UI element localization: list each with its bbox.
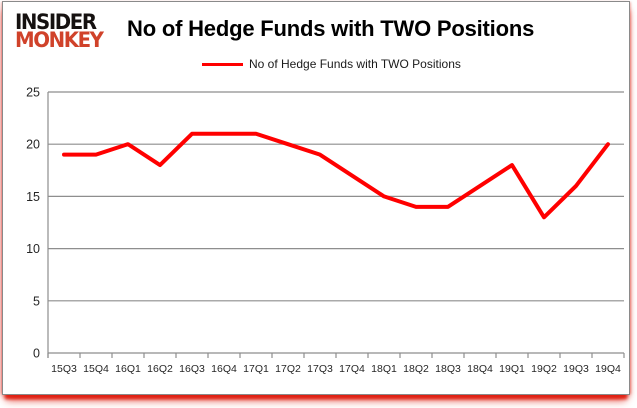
x-axis-tick-label: 19Q3 bbox=[563, 363, 589, 375]
x-axis-tick-label: 18Q2 bbox=[403, 363, 429, 375]
logo-monkey-text: MONKEY bbox=[15, 28, 104, 52]
legend: No of Hedge Funds with TWO Positions bbox=[202, 57, 461, 71]
y-axis-tick-label: 25 bbox=[26, 86, 40, 100]
x-axis-tick-label: 19Q1 bbox=[499, 363, 525, 375]
y-axis-tick-label: 10 bbox=[26, 242, 40, 256]
x-axis-tick-label: 15Q4 bbox=[83, 363, 109, 375]
x-axis-tick-label: 16Q1 bbox=[115, 363, 141, 375]
x-axis-tick-label: 19Q2 bbox=[531, 363, 557, 375]
x-axis-tick-label: 17Q4 bbox=[339, 363, 365, 375]
x-axis-tick-label: 18Q4 bbox=[467, 363, 493, 375]
x-axis-tick-label: 16Q3 bbox=[179, 363, 205, 375]
y-axis-tick-label: 5 bbox=[33, 294, 40, 308]
legend-line-swatch bbox=[202, 62, 243, 66]
logo-insider-text: INSIDER bbox=[15, 10, 97, 34]
x-axis-tick-label: 16Q4 bbox=[211, 363, 237, 375]
y-axis-tick-label: 15 bbox=[26, 190, 40, 204]
x-axis-tick-label: 18Q3 bbox=[435, 363, 461, 375]
y-axis-tick-label: 20 bbox=[26, 138, 40, 152]
series-line bbox=[62, 131, 610, 220]
x-axis-tick-label: 15Q3 bbox=[51, 363, 77, 375]
x-axis-tick-label: 17Q2 bbox=[275, 363, 301, 375]
y-axis-tick-label: 0 bbox=[33, 347, 40, 361]
x-axis-tick-label: 17Q1 bbox=[243, 363, 269, 375]
x-axis-tick-label: 18Q1 bbox=[371, 363, 397, 375]
chart-frame: INSIDER MONKEY No of Hedge Funds with TW… bbox=[2, 1, 630, 395]
legend-label: No of Hedge Funds with TWO Positions bbox=[249, 57, 461, 71]
x-axis-tick-label: 16Q2 bbox=[147, 363, 173, 375]
chart-title: No of Hedge Funds with TWO Positions bbox=[127, 16, 535, 41]
insider-monkey-logo: INSIDER MONKEY bbox=[15, 10, 104, 52]
x-axis-tick-label: 19Q4 bbox=[595, 363, 621, 375]
x-axis-tick-label: 17Q3 bbox=[307, 363, 333, 375]
